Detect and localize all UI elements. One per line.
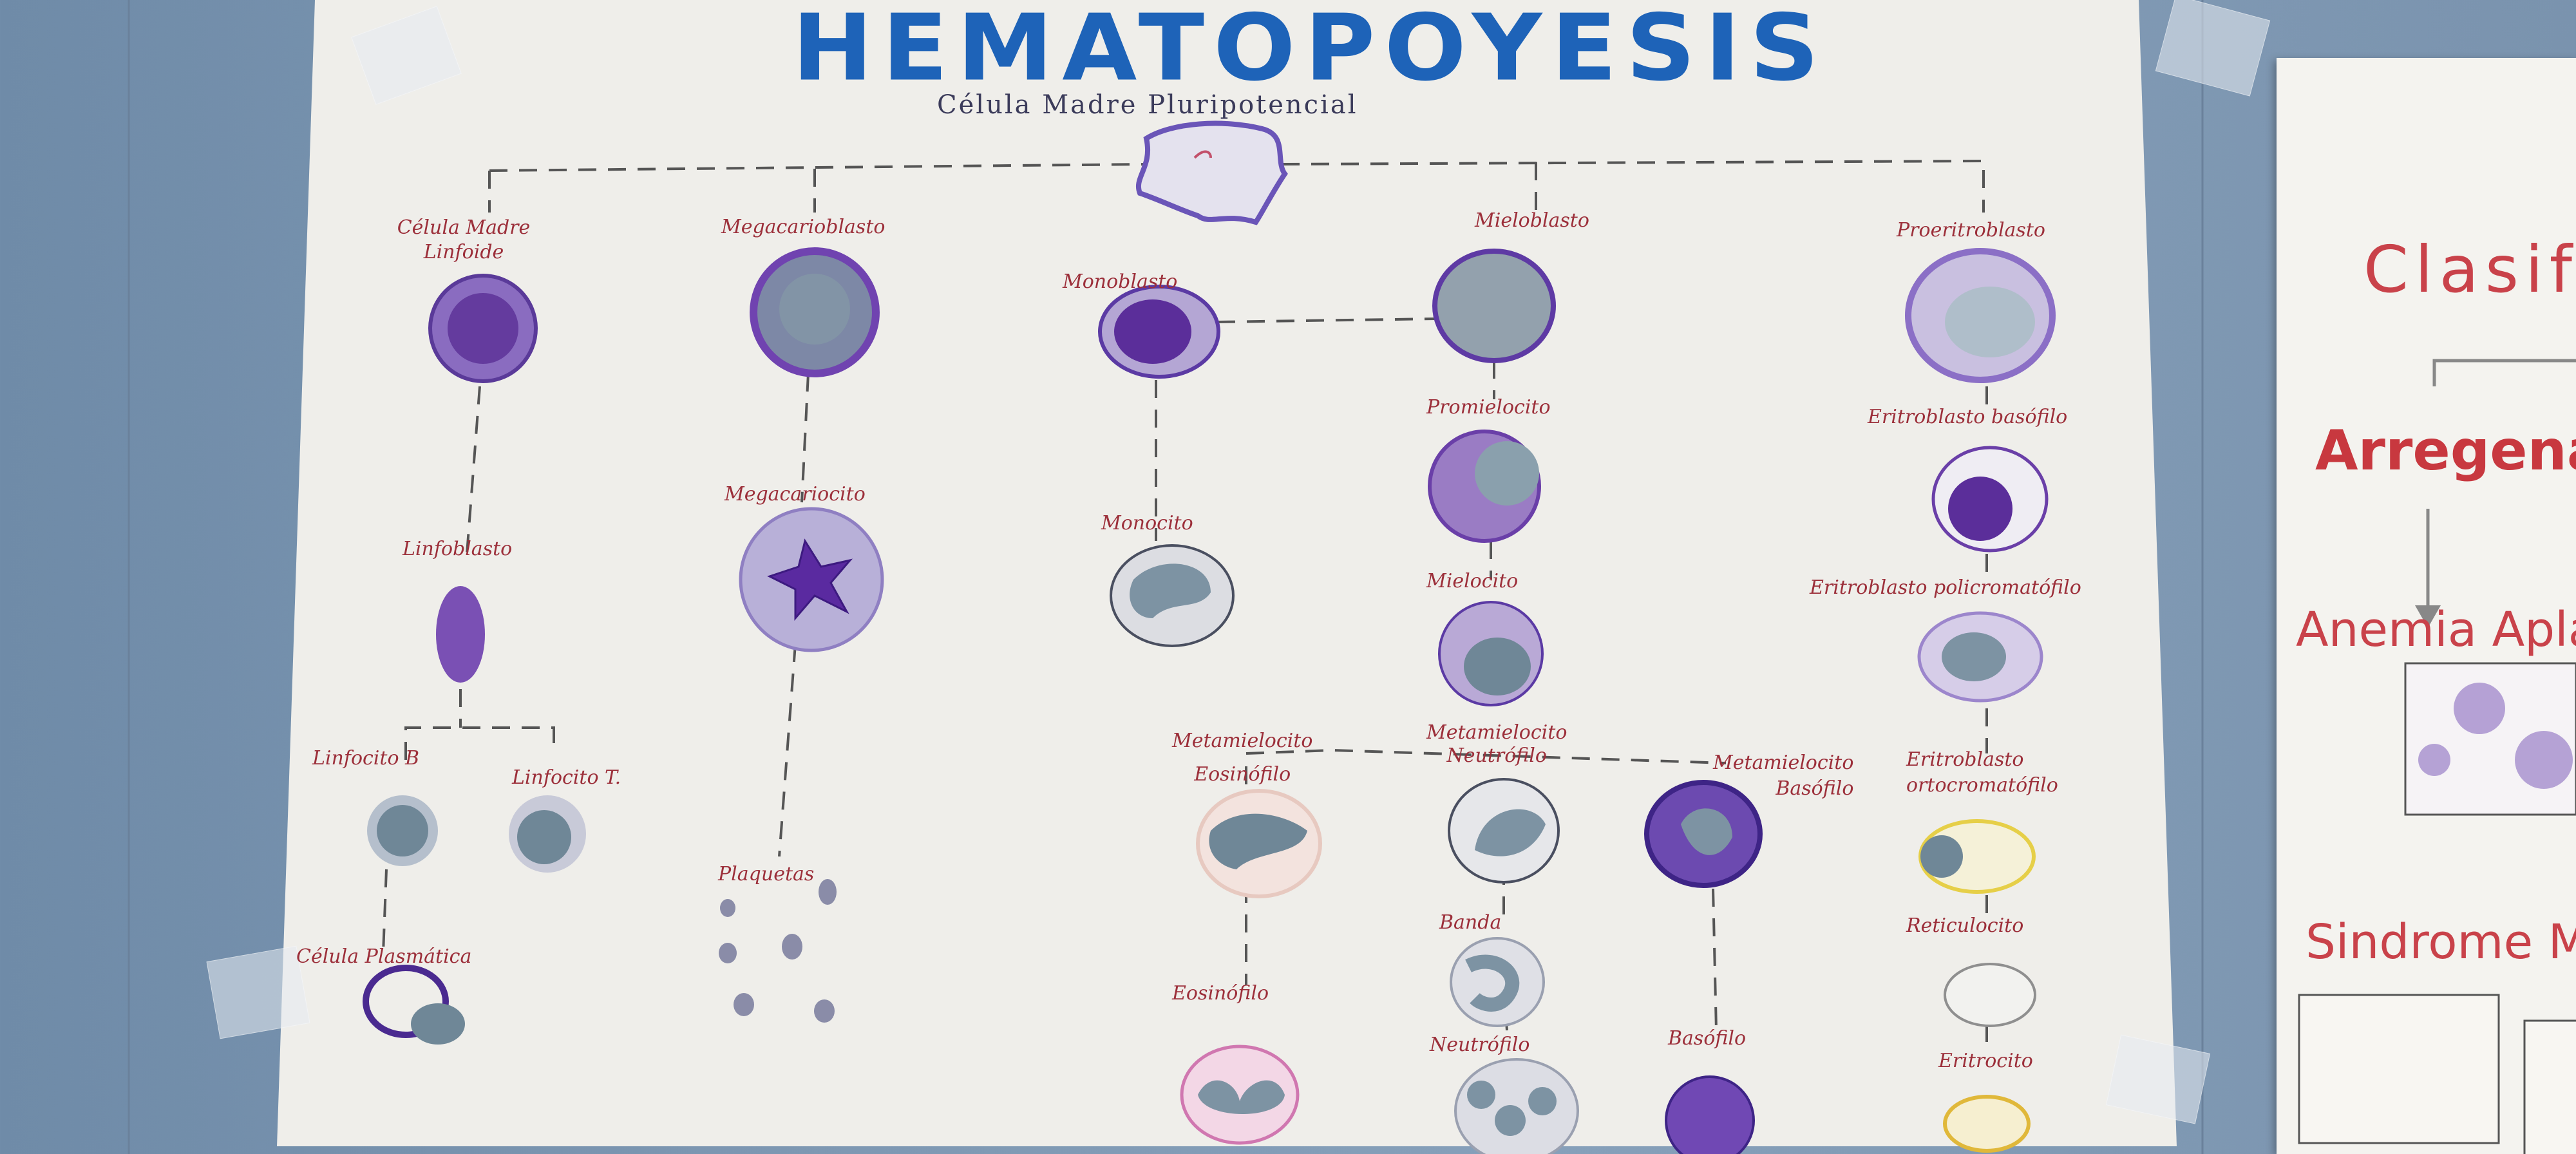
basophil [1665,1075,1755,1154]
lymphoblast [436,586,485,683]
stem-cell-drawing [1136,120,1288,225]
label-metamielocito-basofilo: Metamielocito Basófilo [1713,752,1854,800]
reticulocyte [1944,963,2036,1027]
label-neutrofilo: Neutrófilo [1430,1034,1530,1056]
label-eritrocito: Eritrocito [1938,1050,2033,1072]
label-celula-madre-linfoide: Célula Madre Linfoide [397,216,531,263]
label-basofilo: Basófilo [1668,1027,1747,1050]
label-mielocito: Mielocito [1426,570,1519,592]
label-celula-plasmatica: Célula Plasmática [296,945,472,968]
poster-subtitle: Célula Madre Pluripotencial [937,90,1358,120]
eosinophil [1180,1045,1300,1145]
label-megacarioblasto: Megacarioblasto [721,216,886,238]
label-mieloblasto: Mieloblasto [1475,209,1589,232]
side-item-3: Sindrome M [2306,914,2576,970]
label-linfocito-b: Linfocito B [312,747,420,770]
label-eritroblasto-ortocromatofilo: Eritroblasto ortocromatófilo [1906,748,2058,797]
label-megacariocito: Megacariocito [724,483,866,506]
label-eritroblasto-policromatofilo: Eritroblasto policromatófilo [1810,576,2081,599]
label-eosinofilo: Eosinófilo [1172,982,1269,1005]
side-item-1: Arregenati [2315,419,2576,483]
erythrocyte [1943,1095,2031,1153]
label-reticulocito: Reticulocito [1906,914,2024,937]
platelets [719,879,837,1023]
label-metamielocito-neutrofilo: Metamielocito Neutrófilo [1426,721,1567,767]
side-item-2: Anemia Aplá [2296,602,2576,657]
label-proeritroblasto: Proeritroblasto [1897,219,2045,241]
label-plaquetas: Plaquetas [718,863,815,885]
label-metamielocito-eosinofilo: Metamielocito Eosinófilo [1172,730,1313,786]
label-banda: Banda [1439,911,1502,934]
label-promielocito: Promielocito [1426,396,1551,419]
label-eritroblasto-basofilo: Eritroblasto basófilo [1868,406,2068,428]
poster-title: HEMATOPOYESIS [792,0,1828,102]
myeloblast [1432,249,1556,363]
label-linfocito-t: Linfocito T. [512,766,621,789]
label-linfoblasto: Linfoblasto [402,538,513,560]
label-monocito: Monocito [1101,512,1193,534]
side-poster-heading: Clasif [2363,232,2576,307]
side-box-left [2298,994,2500,1144]
side-box-right [2523,1019,2576,1154]
plasma-cell [363,965,449,1038]
label-monoblasto: Monoblasto [1063,270,1178,293]
